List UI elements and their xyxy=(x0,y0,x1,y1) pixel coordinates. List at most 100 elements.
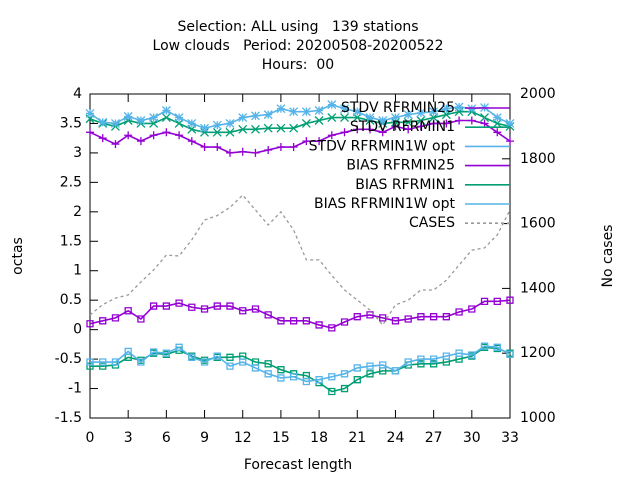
marker xyxy=(441,104,451,114)
series-line xyxy=(89,110,511,134)
marker xyxy=(429,355,438,363)
x-tick-label: 3 xyxy=(124,430,133,446)
y2-axis-label: No cases xyxy=(600,225,616,288)
marker xyxy=(124,307,132,315)
marker xyxy=(136,137,145,146)
marker xyxy=(327,100,337,110)
marker xyxy=(98,134,107,143)
marker xyxy=(417,313,425,321)
marker xyxy=(353,376,361,384)
marker xyxy=(505,118,515,128)
y-tick-label: 2.5 xyxy=(60,174,82,190)
marker xyxy=(226,362,234,370)
marker xyxy=(289,107,299,117)
marker xyxy=(175,299,183,307)
marker xyxy=(86,320,94,328)
x-tick-label: 27 xyxy=(425,430,443,446)
marker xyxy=(340,128,349,137)
marker xyxy=(506,350,514,359)
y2-tick-label: 1000 xyxy=(520,410,556,426)
y-tick-label: -0.5 xyxy=(55,351,82,367)
x-tick-label: 30 xyxy=(463,430,481,446)
legend-label: BIAS RFRMIN25 xyxy=(346,158,455,174)
marker xyxy=(327,113,337,123)
marker xyxy=(212,127,222,137)
marker xyxy=(149,113,159,123)
plot-frame xyxy=(89,93,511,419)
marker xyxy=(340,384,349,393)
y-tick-label: 2 xyxy=(73,204,82,220)
marker xyxy=(328,387,336,396)
y-tick-label: 3.5 xyxy=(60,115,82,131)
marker xyxy=(213,352,221,360)
chart-title: Selection: ALL using 139 stations xyxy=(177,19,418,35)
marker xyxy=(352,107,362,117)
legend-label: STDV RFRMIN1 xyxy=(350,119,455,135)
marker xyxy=(238,124,248,134)
marker xyxy=(226,353,234,361)
marker xyxy=(442,352,451,360)
marker xyxy=(340,370,349,378)
marker xyxy=(302,317,311,325)
marker xyxy=(493,343,501,351)
marker xyxy=(162,128,171,137)
marker xyxy=(403,110,413,120)
x-tick-label: 18 xyxy=(310,430,328,446)
marker xyxy=(250,124,260,134)
marker xyxy=(366,311,374,319)
legend-label: STDV RFRMIN25 xyxy=(341,100,455,116)
marker xyxy=(289,373,298,381)
marker xyxy=(468,351,476,359)
marker xyxy=(315,376,323,384)
marker xyxy=(149,348,158,356)
marker xyxy=(276,104,286,114)
marker xyxy=(301,118,311,128)
marker xyxy=(175,131,184,140)
marker xyxy=(188,303,196,311)
marker xyxy=(161,113,171,123)
marker xyxy=(111,314,120,322)
marker xyxy=(391,317,400,325)
y-tick-label: -1.5 xyxy=(55,410,82,426)
marker xyxy=(250,111,260,121)
marker xyxy=(251,305,260,313)
marker xyxy=(404,315,412,323)
marker xyxy=(454,102,464,112)
marker xyxy=(213,143,222,152)
marker xyxy=(429,107,439,117)
marker xyxy=(225,127,235,137)
marker xyxy=(111,140,120,149)
marker xyxy=(429,119,438,128)
marker xyxy=(379,314,387,322)
marker xyxy=(251,148,260,157)
marker xyxy=(480,342,489,350)
marker xyxy=(328,324,336,332)
marker xyxy=(161,106,171,115)
marker xyxy=(467,116,476,125)
y2-tick-label: 2000 xyxy=(520,86,556,102)
marker xyxy=(137,358,145,366)
marker xyxy=(455,116,464,125)
marker xyxy=(315,137,324,146)
y2-tick-label: 1800 xyxy=(520,151,556,167)
marker xyxy=(340,318,349,326)
marker xyxy=(378,128,387,137)
marker xyxy=(277,317,285,325)
series-line xyxy=(89,194,511,327)
y-axis-label: octas xyxy=(10,237,26,275)
marker xyxy=(225,118,235,128)
marker xyxy=(226,302,234,310)
marker xyxy=(264,370,272,378)
marker xyxy=(378,116,388,125)
marker xyxy=(455,308,463,316)
x-tick-label: 9 xyxy=(200,430,209,446)
marker xyxy=(264,145,273,154)
legend-label: STDV RFRMIN1W opt xyxy=(309,138,456,154)
marker xyxy=(366,362,374,370)
marker xyxy=(239,307,247,315)
marker xyxy=(137,315,145,323)
marker xyxy=(366,125,374,134)
marker xyxy=(200,143,209,152)
